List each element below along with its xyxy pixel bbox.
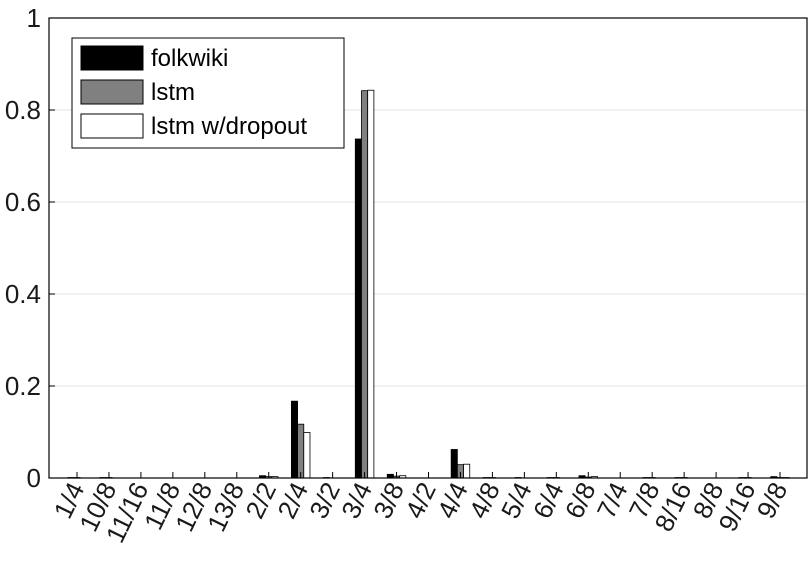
grid-lines: [49, 109, 807, 387]
bar-folkwiki-2-4: [290, 400, 298, 479]
bar-lstm-3-4: [361, 90, 369, 479]
legend-swatch: [80, 113, 144, 139]
legend-swatch: [80, 45, 144, 71]
bar-folkwiki-3-4: [354, 138, 362, 479]
bar-lstm-w-dropout-3-4: [367, 89, 375, 479]
y-tick-label: 0.4: [5, 279, 41, 309]
legend-label: lstm: [151, 79, 195, 106]
legend-label: lstm w/dropout: [151, 113, 307, 140]
legend-label: folkwiki: [151, 45, 228, 72]
y-tick-label: 0: [27, 463, 41, 493]
bar-lstm-2-4: [297, 423, 305, 479]
bar-folkwiki-4-4: [450, 449, 458, 479]
y-tick-label: 0.6: [5, 187, 41, 217]
y-tick-label: 0.2: [5, 371, 41, 401]
bar-lstm-w-dropout-4-4: [463, 463, 471, 479]
y-tick-label: 1: [27, 3, 41, 33]
legend: folkwiki lstm lstm w/dropout: [71, 37, 345, 149]
y-tick-label: 0.8: [5, 95, 41, 125]
bar-lstm-w-dropout-2-4: [303, 432, 311, 479]
y-axis: 0 0.2 0.4 0.6 0.8 1: [5, 3, 55, 493]
x-axis: 1/410/811/1611/812/813/82/22/43/23/43/84…: [48, 472, 794, 547]
x-tick-label: 9/8: [751, 477, 794, 523]
legend-swatch: [80, 79, 144, 105]
